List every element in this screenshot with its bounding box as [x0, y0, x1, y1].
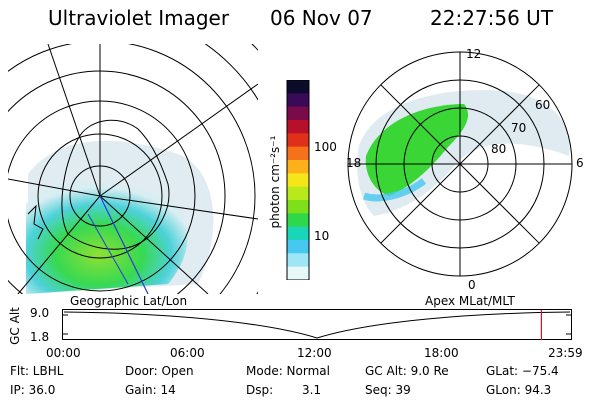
mlt-label-6: 6: [576, 156, 584, 170]
mlt-label-18: 18: [346, 156, 362, 170]
colorbar-cell: [287, 200, 309, 214]
colorbar-cell: [287, 106, 309, 121]
timeline-ytick-low: 1.8: [30, 330, 50, 344]
timeline-xtick-2359: 23:59: [548, 346, 583, 360]
time-label: 22:27:56 UT: [430, 6, 554, 30]
lat-label-70: 70: [511, 121, 527, 135]
status-gc-alt: GC Alt: 9.0 Re: [365, 364, 449, 378]
status-ip: IP: 36.0: [10, 383, 56, 397]
mlt-label-12: 12: [466, 47, 482, 61]
colorbar-cell: [287, 186, 309, 201]
colorbar: [286, 80, 310, 280]
colorbar-cell: [287, 160, 309, 174]
colorbar-cell: [287, 146, 309, 161]
status-dsp-value: 3.1: [302, 383, 322, 397]
timeline-xtick-0600: 06:00: [170, 346, 205, 360]
status-seq: Seq: 39: [365, 383, 411, 397]
polar-plot: [347, 51, 573, 277]
status-glat: GLat: −75.4: [486, 364, 559, 378]
colorbar-cell: [287, 213, 309, 228]
lat-label-60: 60: [535, 98, 551, 112]
timeline-axis-title: GC Alt: [8, 307, 22, 345]
mlt-label-0: 0: [468, 278, 476, 292]
geo-emission-inner: [26, 182, 188, 294]
colorbar-cell: [287, 266, 309, 280]
colorbar-tick-100: 100: [314, 140, 337, 154]
status-dsp-label: Dsp:: [246, 383, 274, 397]
polar-emission-inner: [365, 104, 469, 196]
colorbar-cell: [287, 253, 309, 268]
timeline-xtick-1200: 12:00: [297, 346, 332, 360]
timeline-ytick-high: 9.0: [30, 306, 50, 320]
status-door: Door: Open: [125, 364, 194, 378]
colorbar-unit-label: photon cm⁻²s⁻¹: [268, 135, 282, 229]
polar-plot-label: Apex MLat/MLT: [425, 294, 515, 308]
app-title: Ultraviolet Imager: [48, 6, 230, 30]
colorbar-cell: [287, 226, 309, 241]
status-glon: GLon: 94.3: [486, 383, 552, 397]
timeline-xtick-0000: 00:00: [46, 346, 81, 360]
timeline-altitude-curve: [63, 311, 571, 339]
colorbar-cell: [287, 240, 309, 254]
colorbar-cell: [287, 173, 309, 188]
timeline-plot: [62, 309, 572, 340]
colorbar-tick-10: 10: [314, 229, 330, 243]
colorbar-cell: [287, 93, 309, 108]
timeline-xtick-1800: 18:00: [424, 346, 459, 360]
date-label: 06 Nov 07: [270, 6, 373, 30]
colorbar-cell: [287, 120, 309, 134]
status-mode: Mode: Normal: [246, 364, 330, 378]
lat-label-80: 80: [491, 142, 507, 156]
geographic-map: [8, 44, 258, 294]
geo-map-label: Geographic Lat/Lon: [70, 294, 188, 308]
status-gain: Gain: 14: [125, 383, 176, 397]
colorbar-cell: [287, 80, 309, 94]
status-flt: Flt: LBHL: [10, 364, 64, 378]
colorbar-cell: [287, 133, 309, 148]
